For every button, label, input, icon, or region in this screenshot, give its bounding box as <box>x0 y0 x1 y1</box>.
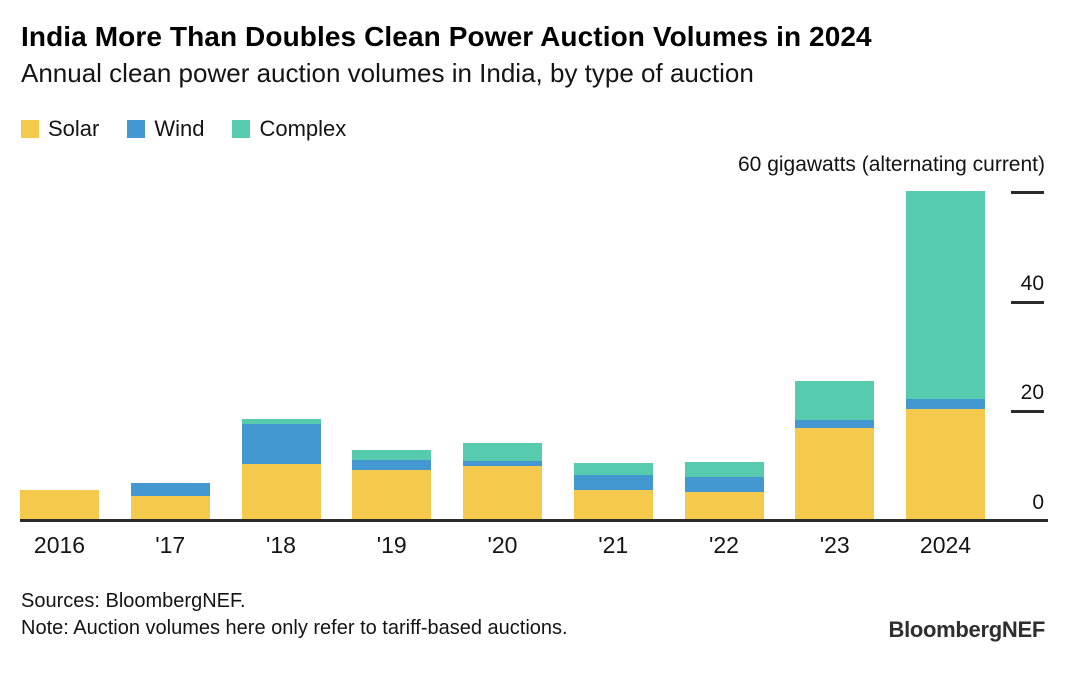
bar-segment-solar-19 <box>352 470 432 521</box>
bar-segment-wind-19 <box>352 460 432 470</box>
bar-segment-complex-21 <box>573 462 653 475</box>
legend-swatch-complex <box>232 120 251 138</box>
bar-segment-wind-22 <box>684 477 764 492</box>
bar-segment-complex-2024 <box>906 191 985 400</box>
bar-segment-wind-20 <box>463 461 542 467</box>
x-axis-label-2016: 2016 <box>33 532 86 558</box>
legend-swatch-wind <box>127 120 146 138</box>
x-axis-label-22: '22 <box>709 532 739 558</box>
x-axis-line <box>20 519 1048 522</box>
x-axis-label-19: '19 <box>376 532 407 558</box>
bar-segment-wind-23 <box>795 419 875 428</box>
bar-segment-complex-20 <box>463 443 542 462</box>
legend-item-complex: Complex <box>232 116 346 142</box>
x-axis-label-2024: 2024 <box>919 532 972 558</box>
legend-label: Complex <box>259 116 347 141</box>
legend-label: Wind <box>154 116 205 141</box>
x-axis-label-21: '21 <box>598 532 629 558</box>
bar-segment-complex-18 <box>241 419 321 424</box>
bar-segment-complex-22 <box>684 462 764 478</box>
y-tick-label-0: 0 <box>1032 491 1044 514</box>
legend-item-wind: Wind <box>127 116 204 142</box>
chart-title: India More Than Doubles Clean Power Auct… <box>21 21 872 52</box>
y-tick-20 <box>1011 410 1044 414</box>
bar-segment-solar-20 <box>463 466 542 521</box>
bloombergnef-logo: BloombergNEF <box>888 617 1045 642</box>
bar-segment-solar-2016 <box>20 489 99 521</box>
y-tick-label-20: 20 <box>1020 381 1044 405</box>
bar-segment-solar-18 <box>241 463 321 521</box>
bar-segment-solar-23 <box>795 427 875 521</box>
y-tick-label-40: 40 <box>1020 271 1044 295</box>
y-tick-60 <box>1011 191 1044 194</box>
bar-segment-solar-17 <box>130 495 210 521</box>
note-text: Note: Auction volumes here only refer to… <box>21 617 568 639</box>
bar-segment-wind-17 <box>130 482 210 496</box>
bar-segment-complex-19 <box>352 450 432 461</box>
x-axis-label-18: '18 <box>266 532 296 558</box>
bar-segment-complex-23 <box>795 381 875 420</box>
bar-segment-solar-2024 <box>906 409 985 521</box>
bar-segment-solar-22 <box>684 491 764 521</box>
chart-subtitle: Annual clean power auction volumes in In… <box>21 58 754 88</box>
legend: Solar Wind Complex <box>21 116 346 142</box>
bar-segment-solar-21 <box>573 489 653 521</box>
legend-item-solar: Solar <box>21 116 99 142</box>
y-axis-unit-label: 60 gigawatts (alternating current) <box>738 153 1045 176</box>
legend-swatch-solar <box>21 120 39 138</box>
x-axis-label-17: '17 <box>155 532 186 558</box>
bar-segment-wind-18 <box>241 423 321 464</box>
bar-segment-wind-2024 <box>906 399 985 410</box>
y-tick-40 <box>1011 300 1044 304</box>
sources-text: Sources: BloombergNEF. <box>21 590 246 612</box>
legend-label: Solar <box>48 116 100 141</box>
bar-segment-wind-21 <box>573 474 653 490</box>
x-axis-label-23: '23 <box>819 532 850 558</box>
x-axis-label-20: '20 <box>487 532 518 558</box>
